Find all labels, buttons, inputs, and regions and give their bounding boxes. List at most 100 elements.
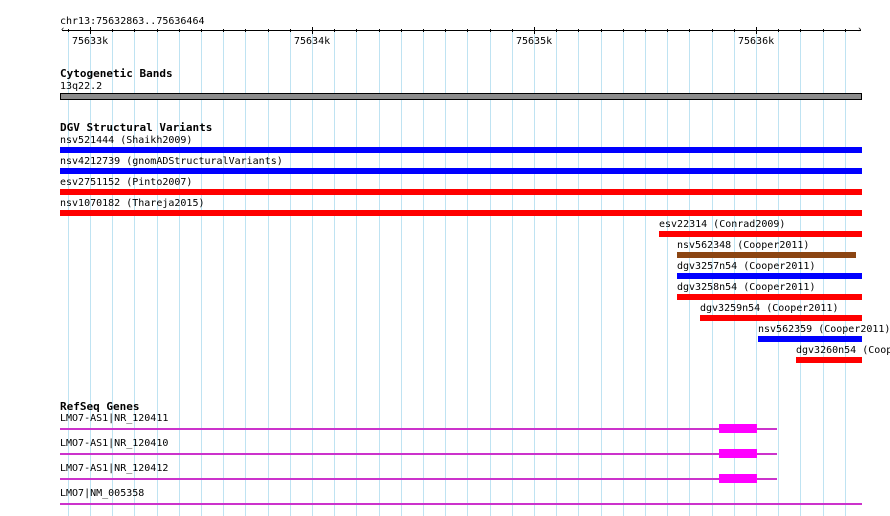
variant-bar[interactable] (677, 252, 856, 258)
variant-label: nsv1070182 (Thareja2015) (60, 198, 205, 209)
variant-label: dgv3258n54 (Cooper2011) (677, 282, 816, 293)
ruler-tick-label: 75636k (738, 36, 775, 47)
gene-intron[interactable] (60, 453, 720, 455)
variant-label: dgv3257n54 (Cooper2011) (677, 261, 816, 272)
grid-line (401, 30, 402, 516)
ruler-minor-tick (379, 29, 380, 32)
ruler-minor-tick (401, 29, 402, 32)
ruler-minor-tick (179, 29, 180, 32)
ruler-tick (90, 27, 91, 34)
variant-bar[interactable] (60, 189, 862, 195)
ruler-minor-tick (290, 29, 291, 32)
ruler-minor-tick (712, 29, 713, 32)
grid-line (667, 30, 668, 516)
ruler-minor-tick (623, 29, 624, 32)
ruler-tick (756, 27, 757, 34)
variant-bar[interactable] (677, 273, 862, 279)
variant-bar[interactable] (796, 357, 862, 363)
gene-intron[interactable] (60, 503, 862, 505)
variant-bar[interactable] (659, 231, 862, 237)
variant-bar[interactable] (60, 147, 862, 153)
ruler-minor-tick (245, 29, 246, 32)
variant-bar[interactable] (700, 315, 862, 321)
ruler-minor-tick (356, 29, 357, 32)
ruler-minor-tick (800, 29, 801, 32)
grid-line (423, 30, 424, 516)
variant-label: esv2751152 (Pinto2007) (60, 177, 193, 188)
cytoband-label: 13q22.2 (60, 81, 103, 92)
location-label: chr13:75632863..75636464 (60, 16, 205, 27)
variant-bar[interactable] (758, 336, 862, 342)
variant-label: nsv562348 (Cooper2011) (677, 240, 810, 251)
ruler-tick-label: 75634k (294, 36, 331, 47)
gene-intron[interactable] (757, 478, 777, 480)
grid-line (334, 30, 335, 516)
ruler-minor-tick (645, 29, 646, 32)
grid-line (623, 30, 624, 516)
gene-label: LMO7|NM_005358 (60, 488, 145, 499)
ruler-minor-tick (201, 29, 202, 32)
grid-line (578, 30, 579, 516)
ruler-minor-tick (268, 29, 269, 32)
grid-line (467, 30, 468, 516)
variant-bar[interactable] (60, 210, 862, 216)
variant-label: nsv4212739 (gnomADStructuralVariants) (60, 156, 283, 167)
ruler-axis (62, 30, 861, 31)
ruler-minor-tick (689, 29, 690, 32)
ruler-minor-tick (667, 29, 668, 32)
gene-intron[interactable] (757, 428, 777, 430)
ruler-minor-tick (423, 29, 424, 32)
grid-line (201, 30, 202, 516)
variant-label: nsv562359 (Cooper2011) (758, 324, 890, 335)
ruler-minor-tick (490, 29, 491, 32)
grid-line (179, 30, 180, 516)
ruler-minor-tick (578, 29, 579, 32)
grid-line (379, 30, 380, 516)
grid-line (268, 30, 269, 516)
ruler-minor-tick (467, 29, 468, 32)
gene-label: LMO7-AS1|NR_120411 (60, 413, 169, 424)
variant-label: dgv3259n54 (Cooper2011) (700, 303, 839, 314)
grid-line (490, 30, 491, 516)
gene-intron[interactable] (60, 428, 720, 430)
grid-line (112, 30, 113, 516)
cytoband-bar[interactable] (60, 93, 862, 100)
ruler-minor-tick (845, 29, 846, 32)
gene-exon[interactable] (719, 474, 757, 483)
gene-exon[interactable] (719, 424, 757, 433)
ruler-tick-label: 75633k (72, 36, 109, 47)
refseq-track-title: RefSeq Genes (60, 400, 140, 413)
gene-label: LMO7-AS1|NR_120412 (60, 463, 169, 474)
grid-line (556, 30, 557, 516)
grid-line (157, 30, 158, 516)
ruler-minor-tick (512, 29, 513, 32)
variant-bar[interactable] (60, 168, 862, 174)
grid-line (223, 30, 224, 516)
grid-line (68, 30, 69, 516)
gene-intron[interactable] (757, 453, 777, 455)
ruler-minor-tick (601, 29, 602, 32)
grid-line (245, 30, 246, 516)
ruler-minor-tick (734, 29, 735, 32)
grid-line (512, 30, 513, 516)
grid-line (312, 30, 313, 516)
cytoband-track-title: Cytogenetic Bands (60, 67, 173, 80)
grid-line (645, 30, 646, 516)
ruler-minor-tick (334, 29, 335, 32)
ruler-tick-label: 75635k (516, 36, 553, 47)
ruler-right-arrow: › (857, 25, 863, 35)
grid-line (90, 30, 91, 516)
ruler-tick (534, 27, 535, 34)
ruler-minor-tick (556, 29, 557, 32)
ruler-minor-tick (823, 29, 824, 32)
grid-line (134, 30, 135, 516)
ruler-minor-tick (778, 29, 779, 32)
gene-exon[interactable] (719, 449, 757, 458)
grid-line (534, 30, 535, 516)
variant-bar[interactable] (677, 294, 862, 300)
gene-intron[interactable] (60, 478, 720, 480)
grid-line (356, 30, 357, 516)
ruler-minor-tick (134, 29, 135, 32)
variant-label: dgv3260n54 (Coop (796, 345, 890, 356)
